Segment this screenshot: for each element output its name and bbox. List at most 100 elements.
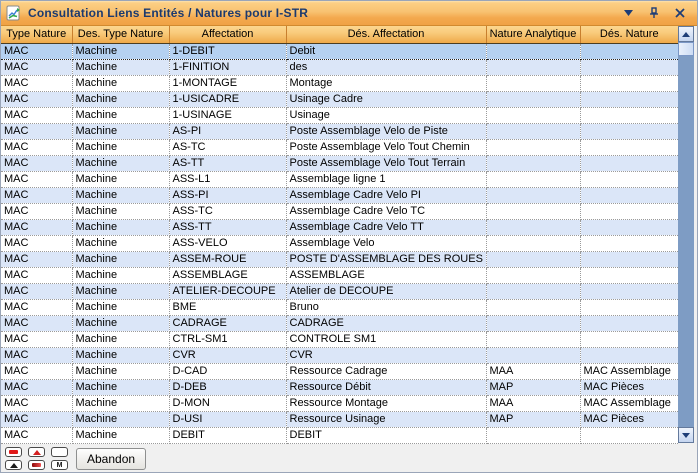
table-cell: Assemblage Cadre Velo TT bbox=[286, 219, 487, 236]
table-row[interactable]: MAC Machine D-MON Ressource Montage MAA MAC A… bbox=[1, 395, 678, 412]
table-row[interactable]: MAC Machine DEBIT DEBIT bbox=[1, 427, 678, 444]
table-row[interactable]: MAC Machine 1-DEBIT Debit bbox=[1, 42, 678, 60]
table-cell: MAC bbox=[1, 139, 73, 156]
column-header[interactable]: Nature Analytique bbox=[486, 26, 581, 44]
table-cell bbox=[580, 299, 678, 316]
table-cell: MAC Pièces bbox=[580, 411, 678, 428]
table-cell: MAC bbox=[1, 187, 73, 204]
footer-bar: M Abandon bbox=[1, 443, 697, 472]
table-cell bbox=[486, 315, 581, 332]
table-row[interactable]: MAC Machine D-CAD Ressource Cadrage MAA MAC A… bbox=[1, 363, 678, 380]
table-row[interactable]: MAC Machine 1-FINITION des bbox=[1, 59, 678, 76]
table-cell: Machine bbox=[72, 187, 170, 204]
table-row[interactable]: MAC Machine BME Bruno bbox=[1, 299, 678, 316]
table-row[interactable]: MAC Machine AS-PI Poste Assemblage Velo de … bbox=[1, 123, 678, 140]
table-cell: Assemblage Cadre Velo TC bbox=[286, 203, 487, 220]
table-cell bbox=[580, 59, 678, 76]
red-triangle-up-icon[interactable] bbox=[28, 447, 45, 457]
table-cell: MAA bbox=[486, 363, 581, 380]
letter-m-icon[interactable]: M bbox=[51, 460, 68, 470]
table-row[interactable]: MAC Machine 1-MONTAGE Montage bbox=[1, 75, 678, 92]
table-cell: CADRAGE bbox=[286, 315, 487, 332]
table-cell: Machine bbox=[72, 283, 170, 300]
table-cell bbox=[486, 155, 581, 172]
vertical-scrollbar[interactable] bbox=[678, 26, 694, 443]
record-nav-buttons: M bbox=[5, 447, 68, 470]
table-cell bbox=[580, 315, 678, 332]
column-header[interactable]: Dés. Affectation bbox=[286, 26, 487, 44]
table-cell: MAC bbox=[1, 267, 73, 284]
abandon-button[interactable]: Abandon bbox=[76, 447, 147, 470]
table-cell: MAC bbox=[1, 427, 73, 444]
table-row[interactable]: MAC Machine ASS-VELO Assemblage Velo bbox=[1, 235, 678, 252]
table-row[interactable]: MAC Machine ATELIER-DECOUPE Atelier de DECO… bbox=[1, 283, 678, 300]
red-bar-icon[interactable] bbox=[5, 447, 22, 457]
table-row[interactable]: MAC Machine ASSEM-ROUE POSTE D'ASSEMBLAGE D… bbox=[1, 251, 678, 268]
table-row[interactable]: MAC Machine CTRL-SM1 CONTROLE SM1 bbox=[1, 331, 678, 348]
table-cell: D-USI bbox=[169, 411, 287, 428]
table-cell bbox=[486, 187, 581, 204]
table-row[interactable]: MAC Machine 1-USICADRE Usinage Cadre bbox=[1, 91, 678, 108]
window-title: Consultation Liens Entités / Natures pou… bbox=[28, 6, 309, 20]
table-cell: 1-DEBIT bbox=[169, 42, 287, 60]
table-cell: Poste Assemblage Velo Tout Terrain bbox=[286, 155, 487, 172]
table-row[interactable]: MAC Machine ASS-TC Assemblage Cadre Velo TC bbox=[1, 203, 678, 220]
table-cell bbox=[486, 347, 581, 364]
scrollbar-track[interactable] bbox=[678, 56, 694, 427]
scroll-down-icon[interactable] bbox=[678, 427, 694, 443]
table-row[interactable]: MAC Machine 1-USINAGE Usinage bbox=[1, 107, 678, 124]
table-cell: ASS-TT bbox=[169, 219, 287, 236]
table-row[interactable]: MAC Machine ASS-L1 Assemblage ligne 1 bbox=[1, 171, 678, 188]
table-cell: Machine bbox=[72, 123, 170, 140]
table-row[interactable]: MAC Machine CVR CVR bbox=[1, 347, 678, 364]
table-row[interactable]: MAC Machine ASS-TT Assemblage Cadre Velo TT bbox=[1, 219, 678, 236]
table-cell: Machine bbox=[72, 267, 170, 284]
table-cell bbox=[486, 427, 581, 444]
column-header[interactable]: Affectation bbox=[169, 26, 287, 44]
column-header[interactable]: Des. Type Nature bbox=[72, 26, 170, 44]
column-header[interactable]: Dés. Nature bbox=[580, 26, 678, 44]
table-cell: MAC bbox=[1, 203, 73, 220]
table-cell bbox=[486, 123, 581, 140]
pin-icon[interactable] bbox=[647, 6, 661, 20]
title-bar: Consultation Liens Entités / Natures pou… bbox=[1, 1, 697, 26]
table-cell: Ressource Cadrage bbox=[286, 363, 487, 380]
table-cell: 1-USICADRE bbox=[169, 91, 287, 108]
table-row[interactable]: MAC Machine AS-TT Poste Assemblage Velo Tou… bbox=[1, 155, 678, 172]
table-cell: Machine bbox=[72, 251, 170, 268]
table-cell: Montage bbox=[286, 75, 487, 92]
table-row[interactable]: MAC Machine AS-TC Poste Assemblage Velo Tou… bbox=[1, 139, 678, 156]
table-cell: Ressource Montage bbox=[286, 395, 487, 412]
scrollbar-thumb[interactable] bbox=[678, 42, 694, 56]
table-row[interactable]: MAC Machine D-USI Ressource Usinage MAP MAC P… bbox=[1, 411, 678, 428]
table-cell: MAC bbox=[1, 315, 73, 332]
chevron-down-icon[interactable] bbox=[621, 6, 635, 20]
table-cell: Machine bbox=[72, 139, 170, 156]
column-header[interactable]: Type Nature bbox=[1, 26, 73, 44]
blank-icon[interactable] bbox=[51, 447, 68, 457]
table-cell: MAC bbox=[1, 91, 73, 108]
scroll-up-icon[interactable] bbox=[678, 26, 694, 42]
table-row[interactable]: MAC Machine ASS-PI Assemblage Cadre Velo PI bbox=[1, 187, 678, 204]
close-icon[interactable] bbox=[673, 6, 687, 20]
table-row[interactable]: MAC Machine CADRAGE CADRAGE bbox=[1, 315, 678, 332]
table-cell: CTRL-SM1 bbox=[169, 331, 287, 348]
table-cell: 1-USINAGE bbox=[169, 107, 287, 124]
table-cell: MAC bbox=[1, 299, 73, 316]
table-cell: Machine bbox=[72, 75, 170, 92]
black-triangle-up-icon[interactable] bbox=[5, 460, 22, 470]
table-cell: MAC bbox=[1, 123, 73, 140]
table-cell: Machine bbox=[72, 203, 170, 220]
red-bar-gradient-icon[interactable] bbox=[28, 460, 45, 470]
table-cell bbox=[580, 331, 678, 348]
table-cell bbox=[486, 299, 581, 316]
table-cell: Debit bbox=[286, 42, 487, 60]
table-cell: AS-PI bbox=[169, 123, 287, 140]
table-cell: 1-FINITION bbox=[169, 59, 287, 76]
table-cell: Machine bbox=[72, 411, 170, 428]
table-row[interactable]: MAC Machine ASSEMBLAGE ASSEMBLAGE bbox=[1, 267, 678, 284]
table-row[interactable]: MAC Machine D-DEB Ressource Débit MAP MAC Piè… bbox=[1, 379, 678, 396]
table-cell: MAC Assemblage bbox=[580, 395, 678, 412]
table-cell: MAC bbox=[1, 363, 73, 380]
